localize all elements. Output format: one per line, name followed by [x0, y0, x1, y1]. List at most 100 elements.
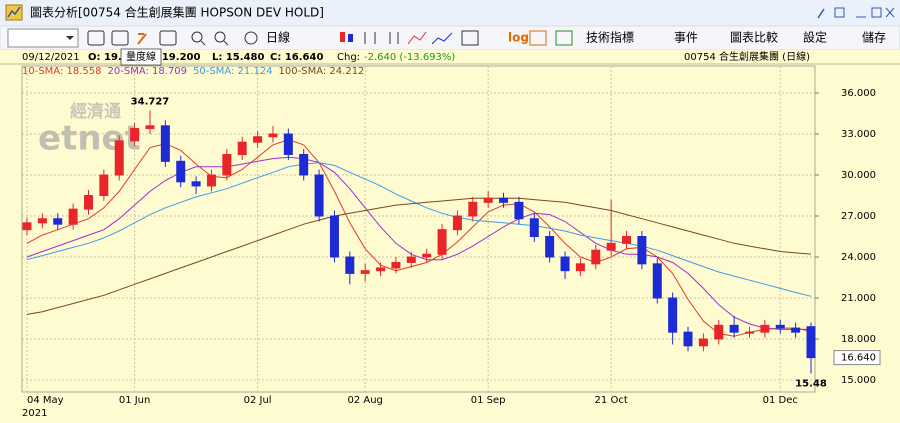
candle-body: [437, 229, 447, 255]
save-button[interactable]: 儲存: [862, 31, 886, 45]
candle-body: [83, 195, 93, 210]
tooltip: 量度線: [120, 48, 162, 66]
candle-body: [206, 174, 216, 187]
info-open: O: 19.200: [88, 52, 143, 63]
last-price-label: 16.640: [841, 353, 876, 364]
sma-line: [26, 197, 812, 315]
candle-body: [483, 197, 493, 203]
sma-line: [26, 138, 812, 337]
plot: 15.000 18.000 21.000 24.000 27.000 30.000 33.0…: [21, 65, 881, 419]
candle-body: [360, 270, 370, 274]
candle-body: [698, 338, 708, 347]
candle-body: [606, 242, 616, 251]
candle-body: [622, 236, 632, 244]
candle-body: [791, 327, 801, 333]
candle-body: [499, 197, 509, 203]
candle-body: [299, 154, 309, 176]
candle-body: [329, 215, 339, 258]
x-year-label: 2021: [22, 408, 47, 419]
tooltip-text: 量度線: [126, 50, 156, 63]
app-icon-line: [7, 6, 21, 18]
y-tick-label: 33.000: [841, 129, 876, 140]
x-tick-label: 02 Aug: [347, 395, 382, 406]
candle-body: [514, 201, 524, 220]
candle-body: [99, 174, 109, 196]
candle-body: [529, 218, 539, 238]
candle-body: [683, 331, 693, 347]
candle-body: [253, 136, 263, 143]
sma-line: [26, 162, 812, 297]
legend-entry: 50-SMA: 21.124: [193, 66, 273, 77]
x-tick-label: 21 Oct: [595, 395, 628, 406]
events-button[interactable]: 事件: [674, 31, 698, 45]
candle-body: [575, 263, 585, 272]
candle-body: [591, 249, 601, 265]
x-tick-label: 01 Jun: [119, 395, 151, 406]
watermark-cn: 經濟通: [70, 101, 121, 122]
x-tick-label: 01 Sep: [471, 395, 506, 406]
candle-body: [745, 331, 755, 334]
candle-body: [391, 261, 401, 269]
candle-body: [314, 174, 324, 217]
candle-body: [637, 236, 647, 265]
candle-body: [452, 215, 462, 231]
plot-frame: [21, 65, 816, 393]
candle-body: [806, 326, 816, 359]
dropdown-arrow: [66, 36, 74, 40]
x-tick-label: 04 May: [27, 395, 64, 406]
window-title: 圖表分析[00754 合生創展集團 HOPSON DEV HOLD]: [30, 5, 324, 20]
candle-body: [345, 256, 355, 274]
info-change: -2.640 (-13.693%): [364, 52, 455, 63]
info-change-label: Chg:: [337, 52, 360, 63]
candle-body: [729, 324, 739, 333]
low-annotation: 15.48: [795, 378, 827, 389]
high-annotation: 34.727: [131, 96, 170, 107]
candle-body: [652, 263, 662, 299]
candle-body: [268, 133, 278, 138]
candle-body: [176, 160, 186, 183]
y-tick-label: 36.000: [841, 88, 876, 99]
period-button[interactable]: 日線: [266, 30, 290, 45]
compare-button[interactable]: 圖表比較: [730, 30, 778, 45]
x-tick-label: 02 Jul: [244, 395, 272, 406]
symbol-input[interactable]: [7, 28, 79, 48]
candle-body: [160, 125, 170, 162]
last-price-box: [833, 350, 881, 366]
candle-body: [130, 128, 140, 142]
candle-body: [283, 133, 293, 155]
indicators-button[interactable]: 技術指標: [586, 30, 634, 45]
info-stock: 00754 合生創展集團 (日線): [684, 50, 810, 63]
window-controls[interactable]: [817, 7, 895, 19]
toolbar-icons[interactable]: [87, 30, 573, 46]
y-tick-label: 30.000: [841, 170, 876, 181]
candle-body: [222, 154, 232, 176]
log-button[interactable]: log: [508, 31, 529, 45]
candle-body: [760, 324, 770, 333]
watermark-en: etnet: [38, 119, 141, 159]
candle-body: [376, 267, 386, 272]
candle-body: [53, 218, 63, 225]
y-tick-label: 18.000: [841, 334, 876, 345]
info-close: C: 16.640: [270, 52, 323, 63]
candle-body: [191, 181, 201, 187]
settings-button[interactable]: 設定: [803, 30, 827, 45]
info-high: H: 19.200: [146, 52, 200, 63]
candle-body: [22, 222, 32, 231]
x-tick-label: 01 Dec: [763, 395, 798, 406]
legend-entry: 20-SMA: 18.709: [108, 66, 188, 77]
candle-body: [714, 324, 724, 340]
candle-body: [775, 324, 785, 329]
candle-body: [68, 208, 78, 225]
candle-body: [560, 256, 570, 272]
sma-line: [26, 156, 812, 330]
candle-body: [668, 297, 678, 333]
y-tick-label: 15.000: [841, 375, 876, 386]
candle-body: [422, 253, 432, 258]
title-bar: [0, 0, 900, 26]
candle-body: [237, 141, 247, 155]
candle-body: [145, 125, 155, 130]
y-tick-label: 24.000: [841, 252, 876, 263]
legend-entry: 10-SMA: 18.558: [22, 66, 102, 77]
candle-body: [114, 140, 124, 176]
